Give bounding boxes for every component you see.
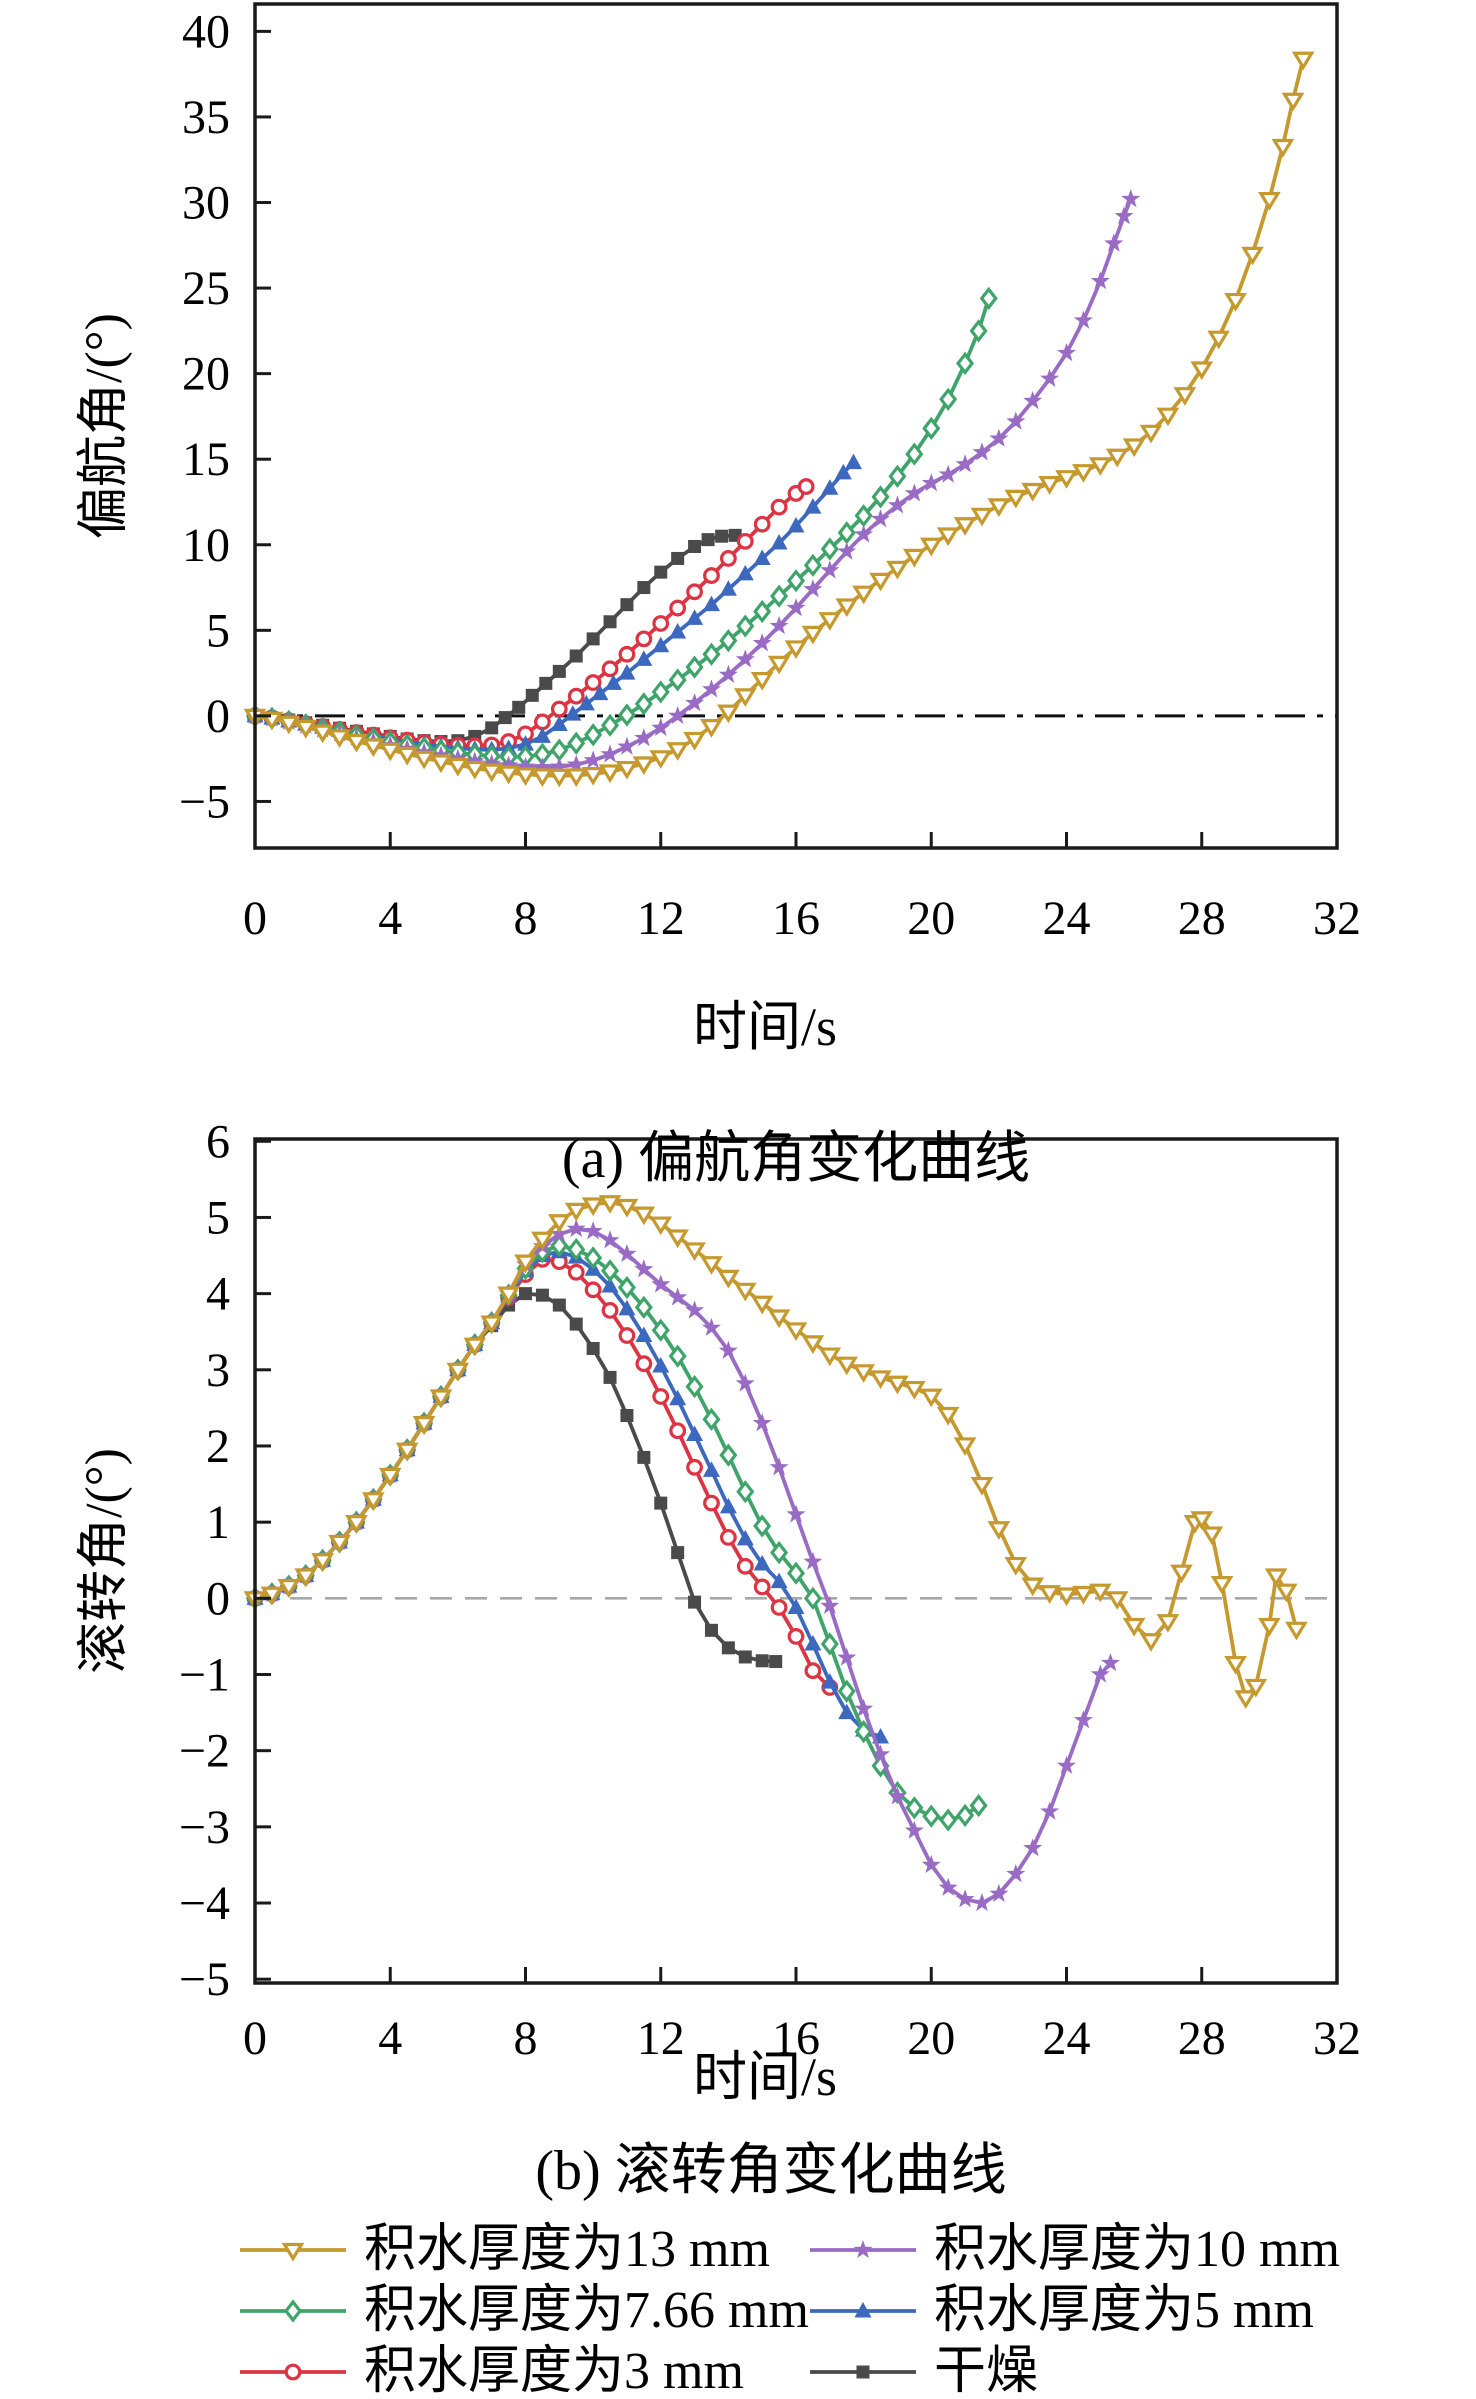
caption-b: (b) 滚转角变化曲线 [535, 2140, 1007, 2202]
triangle-down-marker-icon [240, 2242, 346, 2262]
svg-text:−3: −3 [179, 1801, 230, 1854]
svg-text:5: 5 [206, 1191, 230, 1244]
svg-text:40: 40 [182, 5, 230, 58]
svg-text:24: 24 [1043, 892, 1091, 945]
legend-item-7-66mm: 积水厚度为7.66 mm [238, 2282, 809, 2340]
svg-text:24: 24 [1043, 2012, 1091, 2065]
legend-item-dry: 干燥 [808, 2343, 1038, 2399]
legend-item-10mm: 积水厚度为10 mm [808, 2221, 1340, 2279]
svg-text:−2: −2 [179, 1725, 230, 1778]
legend-label-13mm: 积水厚度为13 mm [364, 2221, 770, 2278]
roll-x-axis-title: 时间/s [692, 2047, 838, 2107]
legend-label-3mm: 积水厚度为3 mm [364, 2343, 744, 2399]
svg-text:32: 32 [1313, 892, 1361, 945]
svg-text:0: 0 [243, 892, 267, 945]
legend-item-5mm: 积水厚度为5 mm [808, 2282, 1314, 2340]
triangle-up-marker-icon [810, 2302, 916, 2318]
roll-y-axis-title: 滚转角/(°) [76, 1448, 133, 1674]
caption-a: (a) 偏航角变化曲线 [561, 1128, 1031, 1190]
svg-text:2: 2 [206, 1420, 230, 1473]
svg-text:6: 6 [206, 1115, 230, 1168]
yaw-y-axis-title: 偏航角/(°) [76, 313, 133, 539]
legend-label-7-66mm: 积水厚度为7.66 mm [364, 2282, 809, 2339]
svg-text:−4: −4 [179, 1877, 230, 1930]
svg-text:35: 35 [182, 91, 230, 144]
svg-text:8: 8 [514, 2012, 538, 2065]
svg-text:28: 28 [1178, 2012, 1226, 2065]
svg-text:32: 32 [1313, 2012, 1361, 2065]
svg-text:25: 25 [182, 262, 230, 315]
legend-label-5mm: 积水厚度为5 mm [934, 2282, 1314, 2339]
svg-text:−1: −1 [179, 1648, 230, 1701]
legend-item-13mm: 积水厚度为13 mm [238, 2221, 770, 2279]
svg-text:0: 0 [206, 690, 230, 743]
legend-label-10mm: 积水厚度为10 mm [934, 2221, 1340, 2278]
svg-text:4: 4 [378, 2012, 402, 2065]
star-marker-icon [810, 2240, 916, 2259]
svg-text:12: 12 [637, 892, 685, 945]
svg-text:12: 12 [637, 2012, 685, 2065]
svg-text:15: 15 [182, 433, 230, 486]
yaw-x-axis-title: 时间/s [692, 997, 838, 1057]
svg-text:16: 16 [772, 2012, 820, 2065]
svg-text:1: 1 [206, 1496, 230, 1549]
svg-text:30: 30 [182, 177, 230, 230]
square-marker-icon [810, 2365, 916, 2379]
svg-text:10: 10 [182, 519, 230, 572]
svg-text:16: 16 [772, 892, 820, 945]
svg-text:0: 0 [206, 1572, 230, 1625]
svg-text:5: 5 [206, 604, 230, 657]
legend-item-3mm: 积水厚度为3 mm [238, 2343, 744, 2399]
svg-text:20: 20 [182, 348, 230, 401]
svg-text:8: 8 [514, 892, 538, 945]
svg-text:20: 20 [907, 2012, 955, 2065]
diamond-marker-icon [240, 2299, 346, 2323]
svg-text:4: 4 [378, 892, 402, 945]
circle-marker-icon [240, 2363, 346, 2381]
svg-text:4: 4 [206, 1268, 230, 1321]
svg-text:3: 3 [206, 1344, 230, 1397]
legend-label-dry: 干燥 [934, 2343, 1039, 2399]
svg-text:−5: −5 [179, 1953, 230, 2006]
svg-text:0: 0 [243, 2012, 267, 2065]
svg-text:20: 20 [907, 892, 955, 945]
svg-text:−5: −5 [179, 775, 230, 828]
svg-text:28: 28 [1178, 892, 1226, 945]
